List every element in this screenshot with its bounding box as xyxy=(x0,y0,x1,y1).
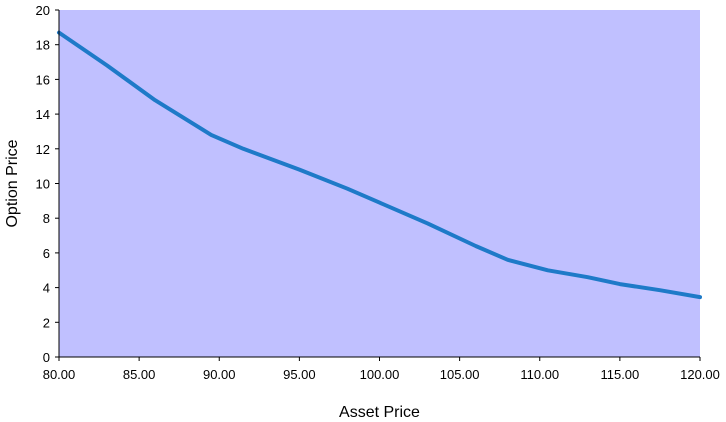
y-tick-label: 10 xyxy=(36,177,50,192)
y-tick-label: 2 xyxy=(43,315,50,330)
x-tick-label: 105.00 xyxy=(440,367,480,382)
y-tick-label: 0 xyxy=(43,350,50,365)
x-tick-label: 115.00 xyxy=(600,367,639,382)
x-tick-label: 110.00 xyxy=(520,367,559,382)
y-tick-label: 16 xyxy=(36,72,50,87)
y-tick-label: 4 xyxy=(43,281,50,296)
plot-area xyxy=(59,10,700,357)
axis-ticks: 0 2 4 6 8 10 12 14 16 18 20 80.00 85.00 90.00 95.00 100… xyxy=(36,3,720,382)
y-axis-title: Option Price xyxy=(4,139,21,227)
x-tick-label: 80.00 xyxy=(43,367,76,382)
x-tick-label: 100.00 xyxy=(360,367,400,382)
y-tick-label: 20 xyxy=(36,3,50,18)
y-tick-label: 12 xyxy=(36,142,50,157)
x-axis-title: Asset Price xyxy=(339,404,420,421)
y-tick-label: 18 xyxy=(36,38,50,53)
x-tick-label: 85.00 xyxy=(123,367,156,382)
x-tick-label: 90.00 xyxy=(203,367,236,382)
x-tick-label: 95.00 xyxy=(283,367,316,382)
y-tick-label: 6 xyxy=(43,246,50,261)
series-layer xyxy=(57,30,702,300)
y-tick-label: 8 xyxy=(43,211,50,226)
y-tick-label: 14 xyxy=(36,107,50,122)
x-tick-label: 120.00 xyxy=(680,367,720,382)
series-line xyxy=(57,30,702,300)
